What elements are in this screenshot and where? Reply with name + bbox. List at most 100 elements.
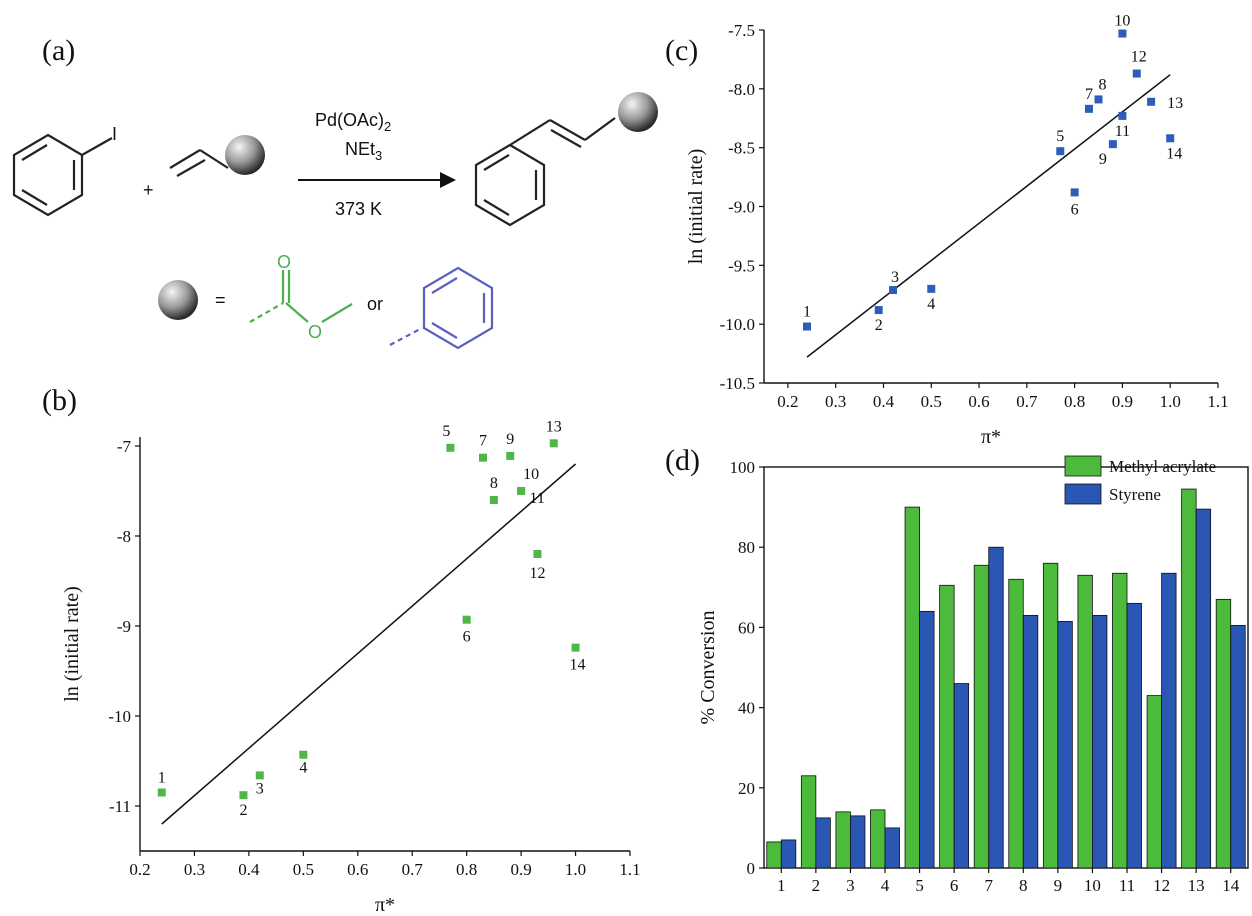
x-tick-label: 0.4: [873, 392, 895, 411]
bar-methyl-acrylate: [1077, 574, 1093, 869]
data-point-label: 8: [1099, 76, 1107, 93]
x-tick-label: 7: [984, 876, 993, 895]
panel-label-b: (b): [42, 384, 77, 417]
data-point: [803, 322, 812, 331]
x-tick-label: 0.3: [184, 860, 205, 879]
bar-methyl-acrylate: [973, 564, 990, 869]
data-point: [1056, 147, 1065, 156]
plus-sign: +: [143, 180, 154, 200]
y-tick-label: 20: [738, 779, 755, 798]
catalyst-label: Pd(OAc)2: [315, 110, 391, 134]
data-point-label: 13: [1167, 95, 1183, 112]
data-point: [1118, 111, 1127, 120]
data-point-label: 14: [570, 657, 586, 674]
bar-methyl-acrylate: [939, 584, 955, 869]
data-point: [1166, 134, 1175, 143]
data-point: [517, 487, 526, 495]
arrow-head: [440, 172, 456, 188]
data-point: [479, 453, 487, 462]
iodobenzene-structure: [12, 133, 113, 217]
x-tick-label: 0.2: [129, 860, 150, 879]
reaction-scheme: (a) I + Pd(OAc)2 NEt3 373 K: [12, 34, 658, 350]
x-tick-label: 0.5: [293, 860, 314, 879]
data-point-label: 5: [1056, 128, 1064, 145]
legend-swatch: [1064, 483, 1102, 505]
data-point-label: 4: [927, 296, 935, 313]
data-point-label: 7: [1085, 86, 1093, 103]
data-point-label: 3: [891, 269, 899, 286]
data-point-label: 11: [529, 490, 544, 507]
y-tick-label: -10.5: [720, 374, 755, 393]
x-tick-label: 2: [812, 876, 821, 895]
data-point: [1118, 29, 1127, 38]
bar-methyl-acrylate: [800, 775, 817, 869]
x-tick-label: 4: [881, 876, 890, 895]
phenyl-structure: [389, 266, 494, 350]
bar-methyl-acrylate: [1042, 562, 1059, 869]
data-point-label: 14: [1166, 145, 1182, 162]
data-point-label: 13: [546, 418, 562, 435]
y-tick-label: -8.0: [728, 80, 755, 99]
bar-styrene: [884, 827, 900, 869]
y-tick-label: -10.0: [720, 315, 755, 334]
data-point-label: 9: [1099, 151, 1107, 168]
methyl-ester-structure: [249, 270, 353, 323]
data-point-label: 8: [490, 475, 498, 492]
x-tick-label: 1.1: [1207, 392, 1228, 411]
y-axis-title: ln (initial rate): [685, 149, 707, 265]
product-structure: [474, 117, 616, 227]
bar-styrene: [815, 817, 831, 869]
legend-swatch: [1064, 455, 1102, 477]
data-point: [506, 451, 515, 460]
x-tick-label: 0.4: [238, 860, 260, 879]
or-label: or: [367, 294, 383, 314]
y-tick-label: -9.0: [728, 198, 755, 217]
data-point: [889, 286, 898, 295]
x-tick-label: 5: [915, 876, 924, 895]
y-tick-label: 60: [738, 618, 755, 637]
bar-methyl-acrylate: [1112, 572, 1128, 869]
data-point: [533, 550, 542, 558]
data-point: [1108, 140, 1117, 149]
bar-styrene: [1022, 614, 1039, 869]
fit-line: [806, 74, 1171, 358]
x-tick-label: 0.3: [825, 392, 846, 411]
data-point-label: 4: [299, 760, 307, 777]
data-point-label: 10: [1114, 13, 1130, 30]
data-point: [462, 615, 471, 624]
bar-styrene: [919, 610, 935, 869]
x-tick-label: 0.7: [402, 860, 424, 879]
y-tick-label: -11: [109, 797, 131, 816]
data-point-label: 11: [1115, 123, 1130, 140]
bar-styrene: [1057, 620, 1073, 869]
temperature-label: 373 K: [335, 199, 382, 219]
x-tick-label: 9: [1054, 876, 1063, 895]
bar-styrene: [1126, 602, 1142, 869]
bar-methyl-acrylate: [1215, 598, 1232, 869]
x-tick-label: 0.8: [456, 860, 477, 879]
bar-styrene: [1092, 614, 1108, 869]
data-point: [446, 443, 455, 452]
bar-methyl-acrylate: [904, 506, 920, 869]
x-tick-label: 0.8: [1064, 392, 1085, 411]
x-tick-label: 14: [1222, 876, 1240, 895]
bar-methyl-acrylate: [1146, 695, 1162, 869]
data-point: [1132, 69, 1141, 78]
scatter-plot-c: (c) 0.2 0.3 0.4 0.5 0.6 0.7 0.8 0.9 1.0 1.1 -10.5 -…: [665, 13, 1229, 448]
alkene-structure: [169, 149, 229, 177]
y-tick-label: 100: [730, 458, 756, 477]
panel-label-c: (c): [665, 34, 698, 67]
x-tick-label: 0.6: [968, 392, 989, 411]
y-tick-label: 80: [738, 538, 755, 557]
bar-styrene: [850, 815, 866, 869]
fit-line: [161, 463, 577, 825]
y-tick-label: -9: [117, 617, 131, 636]
x-tick-label: 11: [1119, 876, 1135, 895]
y-tick-label: -10: [108, 707, 131, 726]
x-tick-label: 10: [1084, 876, 1101, 895]
base-label: NEt3: [345, 139, 382, 163]
x-tick-label: 0.6: [347, 860, 368, 879]
y-tick-label: -8.5: [728, 139, 755, 158]
bar-methyl-acrylate: [1008, 578, 1024, 869]
